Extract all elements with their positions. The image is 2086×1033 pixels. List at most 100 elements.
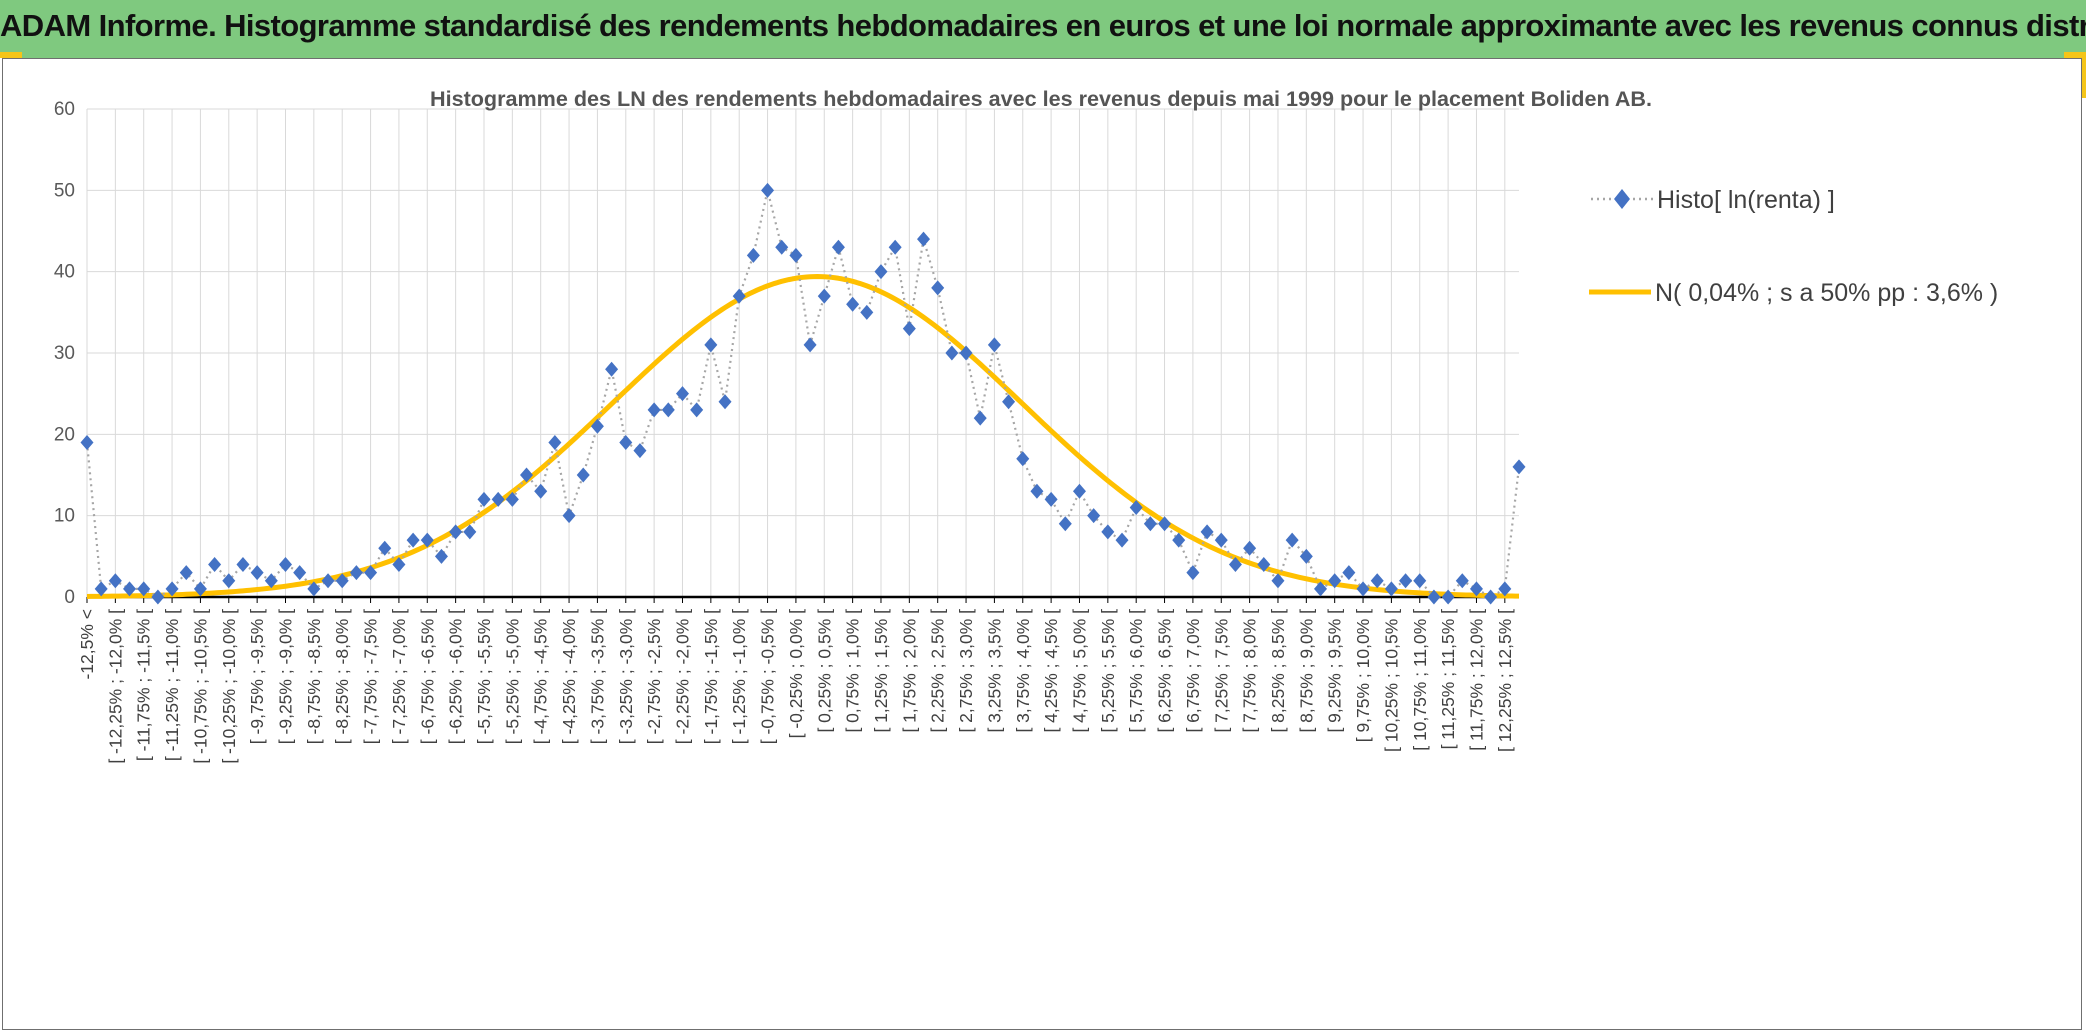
- x-tick-label: [ 2,25% ; 2,5% [: [928, 609, 948, 733]
- histo-point: [1455, 573, 1469, 589]
- x-tick-label: [ -6,25% ; -6,0% [: [446, 609, 466, 744]
- histo-point: [208, 556, 222, 572]
- legend-histo-label: Histo[ ln(renta) ]: [1657, 186, 1835, 214]
- histo-point: [675, 386, 689, 402]
- histo-point: [335, 573, 349, 589]
- histo-point: [718, 394, 732, 410]
- x-tick-label: [ 0,75% ; 1,0% [: [843, 609, 863, 733]
- x-tick-label: [ -6,75% ; -6,5% [: [417, 609, 437, 744]
- histo-point: [1257, 556, 1271, 572]
- x-tick-label: [ 6,75% ; 7,0% [: [1183, 609, 1203, 733]
- histo-point: [1044, 491, 1058, 507]
- y-axis: 0 10 20 30 40 50 60: [54, 99, 75, 608]
- histo-point: [1101, 524, 1115, 540]
- histo-point: [1469, 581, 1483, 597]
- banner-accent-right: [2064, 52, 2086, 58]
- x-tick-label: -12,5% <: [77, 609, 97, 680]
- x-tick-label: [ 2,75% ; 3,0% [: [956, 609, 976, 733]
- histo-point: [1399, 573, 1413, 589]
- histo-point: [1370, 573, 1384, 589]
- histo-point: [123, 581, 137, 597]
- histo-point: [321, 573, 335, 589]
- histo-point: [1087, 508, 1101, 524]
- histo-point: [831, 239, 845, 255]
- histo-point: [1328, 573, 1342, 589]
- histo-point: [775, 239, 789, 255]
- histo-point: [931, 280, 945, 296]
- histo-point: [108, 573, 122, 589]
- histo-point: [619, 434, 633, 450]
- histo-point: [1342, 565, 1356, 581]
- histo-point: [1143, 516, 1157, 532]
- histo-point: [1314, 581, 1328, 597]
- histo-point: [846, 296, 860, 312]
- x-tick-label: [ 9,25% ; 9,5% [: [1325, 609, 1345, 733]
- banner-accent-left: [0, 52, 22, 58]
- x-tick-label: [ -7,75% ; -7,5% [: [361, 609, 381, 744]
- histo-point: [477, 491, 491, 507]
- histo-point: [633, 443, 647, 459]
- histo-point: [1228, 556, 1242, 572]
- x-tick-label: [ -10,25% ; -10,0% [: [219, 609, 239, 764]
- histo-point: [278, 556, 292, 572]
- histo-point: [746, 247, 760, 263]
- histo-point: [137, 581, 151, 597]
- histo-point: [1285, 532, 1299, 548]
- histo-point: [987, 337, 1001, 353]
- histo-point: [193, 581, 207, 597]
- histo-point: [817, 288, 831, 304]
- histo-point: [1058, 516, 1072, 532]
- x-tick-label: [ 4,75% ; 5,0% [: [1069, 609, 1089, 733]
- histo-point: [1129, 500, 1143, 516]
- histo-point: [576, 467, 590, 483]
- histo-point: [605, 361, 619, 377]
- histo-point: [165, 581, 179, 597]
- histo-point: [1427, 589, 1441, 605]
- x-tick-label: [ -9,75% ; -9,5% [: [247, 609, 267, 744]
- histo-point: [973, 410, 987, 426]
- histo-point: [803, 337, 817, 353]
- right-accent-bar: [2082, 58, 2086, 98]
- histo-point: [661, 402, 675, 418]
- histo-point: [690, 402, 704, 418]
- histo-point: [1030, 483, 1044, 499]
- histo-point: [1413, 573, 1427, 589]
- histo-point: [236, 556, 250, 572]
- x-tick-label: [ -4,25% ; -4,0% [: [559, 609, 579, 744]
- histo-point: [1384, 581, 1398, 597]
- histo-point: [1299, 548, 1313, 564]
- histo-point: [1186, 565, 1200, 581]
- x-tick-label: [ -0,75% ; -0,5% [: [758, 609, 778, 744]
- x-tick-label: [ 10,25% ; 10,5% [: [1381, 609, 1401, 752]
- histo-point: [1072, 483, 1086, 499]
- histo-point: [534, 483, 548, 499]
- histo-point: [463, 524, 477, 540]
- histo-point: [1158, 516, 1172, 532]
- histo-point: [590, 418, 604, 434]
- histo-point: [1200, 524, 1214, 540]
- legend-histo-marker-icon: [1614, 189, 1630, 209]
- histo-point: [505, 491, 519, 507]
- x-tick-label: [ -10,75% ; -10,5% [: [190, 609, 210, 764]
- x-tick-label: [ -12,25% ; -12,0% [: [105, 609, 125, 764]
- x-tick-label: [ 3,25% ; 3,5% [: [984, 609, 1004, 733]
- y-tick-label: 10: [54, 506, 75, 527]
- histo-point: [420, 532, 434, 548]
- histo-point: [1271, 573, 1285, 589]
- histo-point: [80, 434, 94, 450]
- x-tick-label: [ -11,25% ; -11,0% [: [162, 609, 182, 761]
- x-tick-label: [ 1,75% ; 2,0% [: [899, 609, 919, 733]
- x-tick-label: [ -3,25% ; -3,0% [: [616, 609, 636, 744]
- histo-point: [307, 581, 321, 597]
- chart-title: Histogramme des LN des rendements hebdom…: [430, 87, 1652, 111]
- histo-point: [364, 565, 378, 581]
- x-tick-label: [ 10,75% ; 11,0% [: [1410, 609, 1430, 751]
- x-tick-label: [ 4,25% ; 4,5% [: [1041, 609, 1061, 733]
- x-tick-label: [ 12,25% ; 12,5% [: [1495, 609, 1515, 752]
- x-tick-label: [ 8,75% ; 9,0% [: [1296, 609, 1316, 733]
- histo-point: [1484, 589, 1498, 605]
- histo-point: [959, 345, 973, 361]
- histo-point: [491, 491, 505, 507]
- x-tick-label: [ -1,75% ; -1,5% [: [701, 609, 721, 744]
- histo-point: [874, 264, 888, 280]
